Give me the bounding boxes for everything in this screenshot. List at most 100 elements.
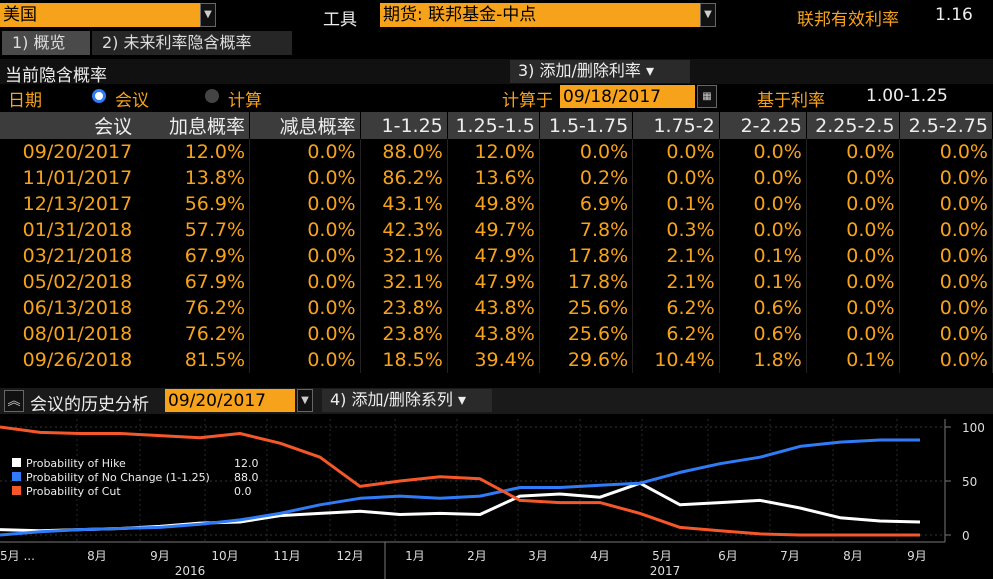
cell: 67.9% bbox=[136, 269, 251, 295]
x-tick-label: 4月 bbox=[590, 549, 610, 563]
country-select[interactable]: 美国 bbox=[0, 3, 200, 27]
cell: 76.2% bbox=[136, 295, 251, 321]
legend-value: 12.0 bbox=[234, 457, 259, 470]
cell: 32.1% bbox=[360, 243, 448, 269]
cell: 0.0% bbox=[249, 321, 361, 347]
cell: 13.8% bbox=[136, 165, 251, 191]
series-line bbox=[0, 425, 920, 537]
table-row: 05/02/2018 67.9% 0.0% 32.1% 47.9% 17.8% 2.1% 0.… bbox=[0, 269, 993, 295]
table-row: 03/21/2018 67.9% 0.0% 32.1% 47.9% 17.8% 2.1% 0.… bbox=[0, 243, 993, 269]
cell: 09/20/2017 bbox=[22, 141, 133, 163]
legend-swatch bbox=[12, 486, 21, 495]
column-header: 减息概率 bbox=[249, 112, 361, 139]
cell: 49.7% bbox=[447, 217, 540, 243]
cell: 0.0% bbox=[249, 191, 361, 217]
add-rate-button[interactable]: 3) 添加/删除利率 ▾ bbox=[510, 60, 690, 83]
column-header: 2-2.25 bbox=[719, 112, 807, 139]
instrument-select[interactable]: 期货: 联邦基金-中点 bbox=[380, 3, 700, 27]
cell: 88.0% bbox=[360, 139, 448, 165]
column-header: 1.75-2 bbox=[632, 112, 720, 139]
cell: 47.9% bbox=[447, 243, 540, 269]
cell: 05/02/2018 bbox=[22, 271, 133, 293]
cell: 11/01/2017 bbox=[22, 167, 133, 189]
legend-value: 0.0 bbox=[234, 485, 252, 498]
cell: 0.0% bbox=[899, 217, 993, 243]
x-tick-label: 11月 bbox=[273, 549, 300, 563]
history-title: 会议的历史分析 bbox=[30, 395, 149, 415]
x-tick-label: 5月 ... bbox=[0, 549, 35, 563]
cell: 6.9% bbox=[539, 191, 634, 217]
cell: 0.0% bbox=[719, 217, 807, 243]
radio-selected[interactable] bbox=[92, 89, 106, 103]
cell: 81.5% bbox=[136, 347, 251, 373]
cell: 0.1% bbox=[719, 269, 807, 295]
cell: 86.2% bbox=[360, 165, 448, 191]
collapse-button[interactable]: ︽ bbox=[4, 390, 24, 412]
dropdown-arrow[interactable]: ▼ bbox=[200, 3, 216, 27]
calc-label: 计算于 bbox=[502, 91, 553, 111]
tab[interactable]: 2) 未来利率隐含概率 bbox=[92, 31, 292, 55]
cell: 0.0% bbox=[899, 321, 993, 347]
add-series-button[interactable]: 4) 添加/删除系列 ▾ bbox=[322, 389, 492, 412]
column-header: 1-1.25 bbox=[360, 112, 448, 139]
cell: 0.0% bbox=[249, 269, 361, 295]
date-input[interactable]: 09/18/2017 bbox=[560, 85, 695, 108]
cell: 0.1% bbox=[719, 243, 807, 269]
y-tick-label: 100 bbox=[962, 421, 985, 435]
radio[interactable] bbox=[205, 89, 219, 103]
column-header: 加息概率 bbox=[136, 112, 251, 139]
tab[interactable]: 1) 概览 bbox=[2, 31, 90, 55]
cell: 0.0% bbox=[806, 139, 900, 165]
table-row: 08/01/2018 76.2% 0.0% 23.8% 43.8% 25.6% 6.2% 0.… bbox=[0, 321, 993, 347]
cell: 0.1% bbox=[806, 347, 900, 373]
cell: 56.9% bbox=[136, 191, 251, 217]
cell: 01/31/2018 bbox=[22, 219, 133, 241]
year-label: 2017 bbox=[650, 564, 681, 578]
cell: 12.0% bbox=[447, 139, 540, 165]
cell: 0.0% bbox=[806, 321, 900, 347]
base-rate: 1.00-1.25 bbox=[866, 86, 948, 106]
legend-swatch bbox=[12, 458, 21, 467]
cell: 0.0% bbox=[719, 139, 807, 165]
cell: 13.6% bbox=[447, 165, 540, 191]
cell: 7.8% bbox=[539, 217, 634, 243]
cell: 0.0% bbox=[719, 165, 807, 191]
calendar-button[interactable]: ▦ bbox=[697, 85, 717, 108]
dropdown-arrow[interactable]: ▼ bbox=[297, 389, 313, 412]
cell: 10.4% bbox=[632, 347, 720, 373]
button-label: 4) 添加/删除系列 bbox=[330, 390, 453, 409]
radio-label: 会议 bbox=[115, 91, 149, 111]
cell: 0.0% bbox=[806, 269, 900, 295]
table-row: 06/13/2018 76.2% 0.0% 23.8% 43.8% 25.6% 6.2% 0.… bbox=[0, 295, 993, 321]
cell: 08/01/2018 bbox=[22, 323, 133, 345]
cell: 17.8% bbox=[539, 269, 634, 295]
table-row: 12/13/2017 56.9% 0.0% 43.1% 49.8% 6.9% 0.1% 0.0… bbox=[0, 191, 993, 217]
legend-label: Probability of No Change (1-1.25) bbox=[26, 471, 210, 484]
tool-label: 工具 bbox=[323, 10, 357, 30]
cell: 12/13/2017 bbox=[22, 193, 133, 215]
column-header: 会议 bbox=[94, 116, 133, 138]
cell: 0.0% bbox=[806, 217, 900, 243]
column-header: 1.5-1.75 bbox=[539, 112, 634, 139]
series-line bbox=[0, 438, 920, 537]
cell: 2.1% bbox=[632, 243, 720, 269]
probability-table: 会议 加息概率 减息概率 1-1.25 1.25-1.5 1.5-1.75 1.75-2 2-… bbox=[0, 112, 993, 373]
cell: 49.8% bbox=[447, 191, 540, 217]
meeting-input[interactable]: 09/20/2017 bbox=[165, 389, 295, 412]
dropdown-arrow[interactable]: ▼ bbox=[700, 3, 716, 27]
cell: 76.2% bbox=[136, 321, 251, 347]
cell: 23.8% bbox=[360, 321, 448, 347]
cell: 0.0% bbox=[249, 139, 361, 165]
x-tick-label: 7月 bbox=[780, 549, 800, 563]
column-header: 2.25-2.5 bbox=[806, 112, 900, 139]
legend-swatch bbox=[12, 472, 21, 481]
cell: 1.8% bbox=[719, 347, 807, 373]
cell: 18.5% bbox=[360, 347, 448, 373]
x-tick-label: 9月 bbox=[907, 549, 927, 563]
cell: 0.1% bbox=[632, 191, 720, 217]
cell: 29.6% bbox=[539, 347, 634, 373]
x-tick-label: 9月 bbox=[150, 549, 170, 563]
cell: 25.6% bbox=[539, 295, 634, 321]
cell: 0.0% bbox=[719, 191, 807, 217]
date-label: 日期 bbox=[8, 91, 42, 111]
